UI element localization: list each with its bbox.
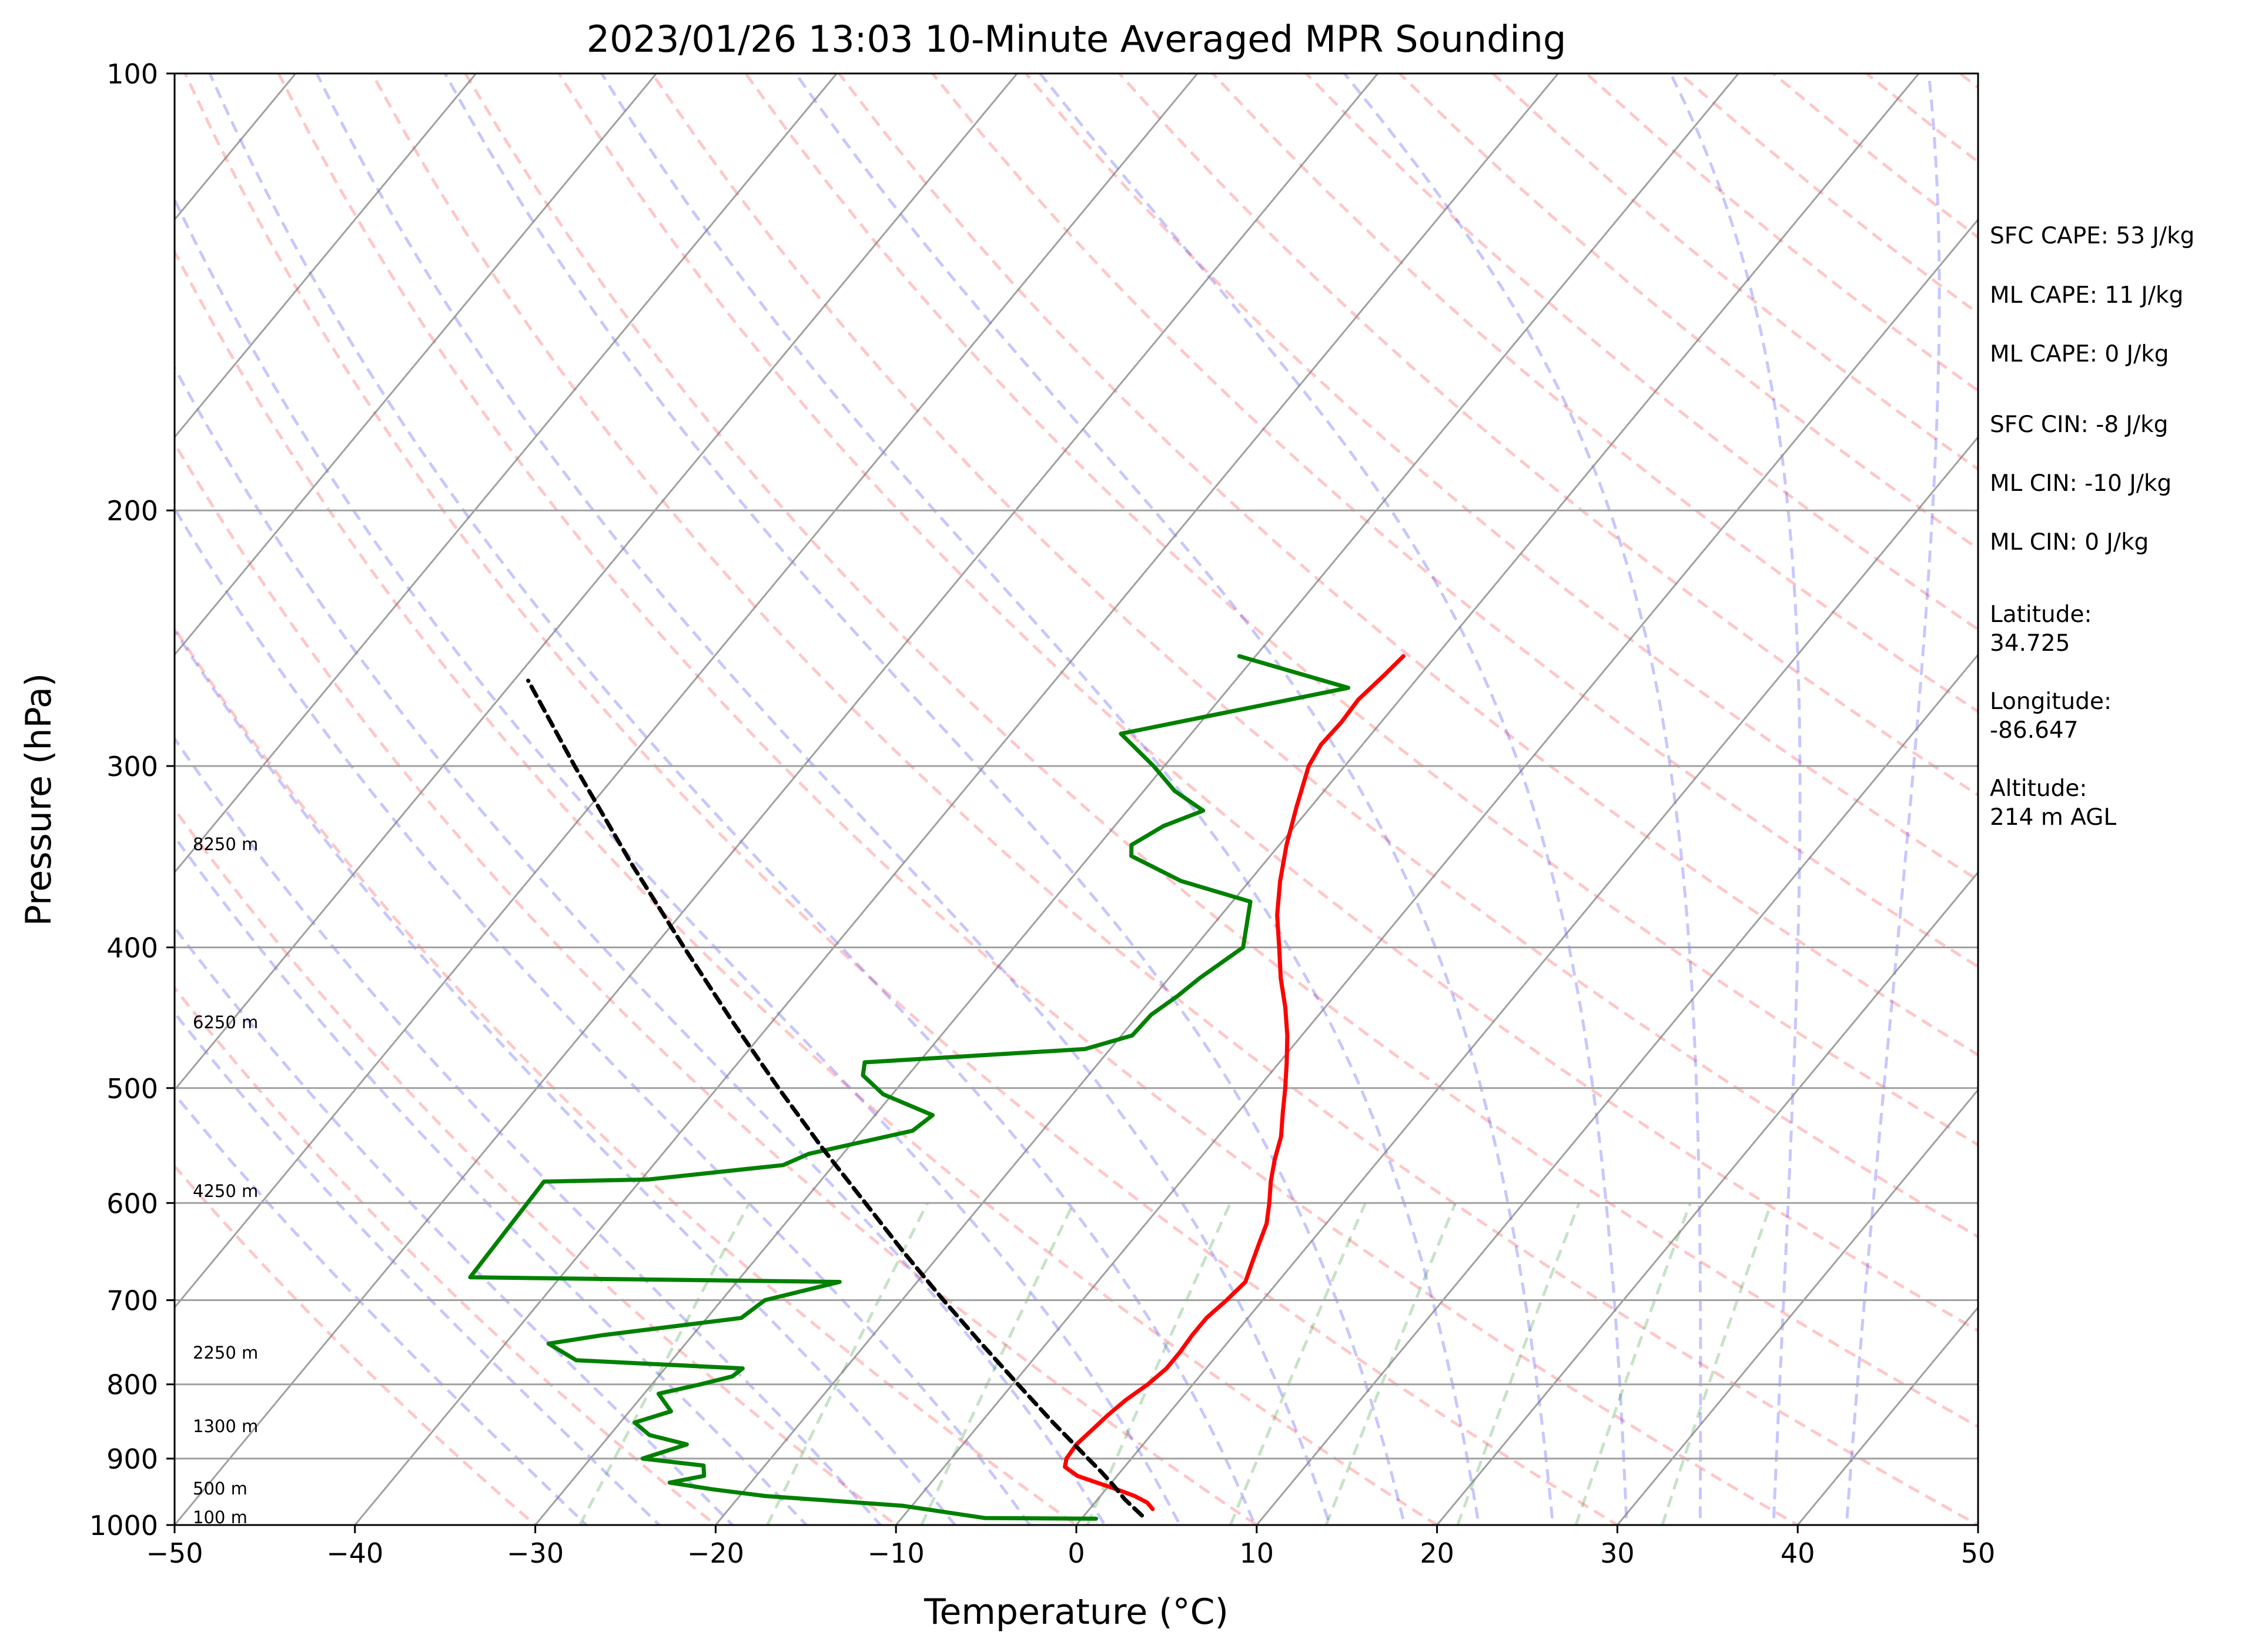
x-tick-label: −10 bbox=[868, 1537, 925, 1569]
moist-adiabat-line bbox=[175, 1011, 661, 1525]
dry-adiabat-line bbox=[175, 807, 899, 1525]
mixing-ratio-line bbox=[1661, 1202, 1773, 1525]
height-label-100: 100 m bbox=[193, 1507, 247, 1527]
dry-adiabat-line bbox=[175, 440, 1260, 1525]
moist-adiabat-line bbox=[175, 925, 735, 1525]
stats-panel: SFC CAPE: 53 J/kg ML CAPE: 11 J/kg ML CA… bbox=[1990, 223, 2194, 831]
moist-adiabat-line bbox=[175, 627, 957, 1525]
x-tick-label: 50 bbox=[1961, 1537, 1996, 1569]
y-tick-label: 200 bbox=[106, 495, 158, 527]
dry-adiabat-line bbox=[277, 73, 1801, 1525]
sounding-series bbox=[468, 654, 1406, 1521]
chart-title: 2023/01/26 13:03 10-Minute Averaged MPR … bbox=[587, 18, 1567, 61]
height-label-4250: 4250 m bbox=[193, 1181, 258, 1201]
stat-ml-cin-1: ML CIN: -10 J/kg bbox=[1990, 470, 2171, 497]
y-tick-label: 700 bbox=[106, 1285, 158, 1317]
x-tick-label: −50 bbox=[146, 1537, 203, 1569]
stat-ml-cape-1: ML CAPE: 11 J/kg bbox=[1990, 282, 2183, 309]
y-tick-label: 900 bbox=[106, 1443, 158, 1475]
isotherm-line bbox=[175, 73, 477, 439]
isotherm-line bbox=[715, 73, 1920, 1525]
moist-adiabat-line bbox=[1669, 73, 1802, 1525]
x-tick-label: 30 bbox=[1600, 1537, 1635, 1569]
dry-adiabat-line bbox=[1212, 73, 1978, 714]
moist-adiabat-line bbox=[600, 73, 1481, 1525]
x-tick-label: −30 bbox=[507, 1537, 564, 1569]
moist-adiabat-line bbox=[315, 73, 1331, 1525]
stat-ml-cape-2: ML CAPE: 0 J/kg bbox=[1990, 341, 2169, 367]
background-reference-lines bbox=[175, 73, 1978, 1525]
x-tick-label: 0 bbox=[1068, 1537, 1085, 1569]
dewpoint-line bbox=[468, 654, 1351, 1521]
x-tick-label: −40 bbox=[326, 1537, 383, 1569]
height-label-2250: 2250 m bbox=[193, 1343, 258, 1363]
x-tick-label: −20 bbox=[687, 1537, 744, 1569]
y-tick-label: 300 bbox=[106, 751, 158, 782]
parcel-line bbox=[526, 678, 1145, 1518]
moist-adiabat-line bbox=[1343, 73, 1702, 1525]
stat-sfc-cin: SFC CIN: -8 J/kg bbox=[1990, 412, 2169, 438]
moist-adiabat-line bbox=[175, 364, 1107, 1525]
dry-adiabat-line bbox=[183, 73, 1621, 1525]
y-tick-label: 1000 bbox=[89, 1510, 158, 1541]
dry-adiabat-line bbox=[175, 985, 718, 1525]
isotherm-line bbox=[175, 73, 1378, 1525]
y-tick-label: 600 bbox=[106, 1188, 158, 1219]
y-tick-label: 100 bbox=[106, 58, 158, 90]
dry-adiabat-line bbox=[370, 73, 1978, 1525]
isotherm-line bbox=[175, 73, 657, 657]
longitude-label: Longitude: bbox=[1990, 688, 2112, 715]
altitude-value: 214 m AGL bbox=[1990, 804, 2116, 831]
stat-ml-cin-2: ML CIN: 0 J/kg bbox=[1990, 529, 2149, 556]
moist-adiabat-line bbox=[175, 736, 882, 1525]
isotherm-line bbox=[534, 73, 1739, 1525]
y-tick-label: 500 bbox=[106, 1073, 158, 1105]
x-tick-label: 20 bbox=[1420, 1537, 1454, 1569]
x-axis-label: Temperature (°C) bbox=[923, 1591, 1229, 1633]
y-tick-label: 800 bbox=[106, 1369, 158, 1401]
x-tick-label: 10 bbox=[1240, 1537, 1274, 1569]
isotherm-line bbox=[1075, 436, 1978, 1525]
moist-adiabat-line bbox=[175, 834, 808, 1525]
height-label-500: 500 m bbox=[193, 1479, 247, 1499]
y-axis-label: Pressure (hPa) bbox=[18, 673, 59, 926]
y-tick-label: 400 bbox=[106, 932, 158, 964]
dry-adiabat-line bbox=[931, 73, 1978, 969]
latitude-label: Latitude: bbox=[1990, 601, 2092, 628]
isotherm-line bbox=[1436, 871, 1978, 1525]
height-label-1300: 1300 m bbox=[193, 1416, 258, 1436]
moist-adiabat-line bbox=[443, 73, 1406, 1525]
moist-adiabat-line bbox=[208, 73, 1257, 1525]
moist-adiabat-line bbox=[1845, 73, 1941, 1525]
dry-adiabat-line bbox=[1025, 73, 1978, 882]
axis-ticks: −50 −40 −30 −20 −10 0 10 20 30 40 50 1000 900 800 700 6… bbox=[89, 58, 1995, 1569]
moist-adiabat-line bbox=[175, 196, 1182, 1525]
latitude-value: 34.725 bbox=[1990, 630, 2070, 657]
mixing-ratio-line bbox=[1574, 1202, 1692, 1525]
dry-adiabat-line bbox=[175, 249, 1440, 1525]
moist-adiabat-line bbox=[794, 73, 1555, 1525]
dry-adiabat-line bbox=[651, 73, 1978, 1239]
isotherm-line bbox=[175, 73, 838, 874]
x-tick-label: 40 bbox=[1781, 1537, 1815, 1569]
isotherm-line bbox=[895, 218, 1978, 1525]
stat-sfc-cape: SFC CAPE: 53 J/kg bbox=[1990, 223, 2194, 249]
isotherm-line bbox=[1256, 653, 1978, 1525]
moist-adiabat-line bbox=[175, 1092, 589, 1525]
height-label-6250: 6250 m bbox=[193, 1012, 258, 1032]
longitude-value: -86.647 bbox=[1990, 717, 2079, 744]
moist-adiabat-line bbox=[1039, 73, 1628, 1525]
isotherm-line bbox=[354, 73, 1559, 1525]
isotherm-line bbox=[175, 73, 1018, 1092]
dry-adiabat-line bbox=[175, 1163, 538, 1525]
dry-adiabat-line bbox=[1118, 73, 1978, 797]
height-labels: 8250 m 6250 m 4250 m 2250 m 1300 m 500 m… bbox=[193, 834, 258, 1527]
isotherm-line bbox=[1617, 1088, 1978, 1525]
altitude-label: Altitude: bbox=[1990, 775, 2087, 802]
height-label-8250: 8250 m bbox=[193, 834, 258, 854]
temperature-line bbox=[1063, 654, 1406, 1511]
moist-adiabat-line bbox=[175, 506, 1032, 1525]
